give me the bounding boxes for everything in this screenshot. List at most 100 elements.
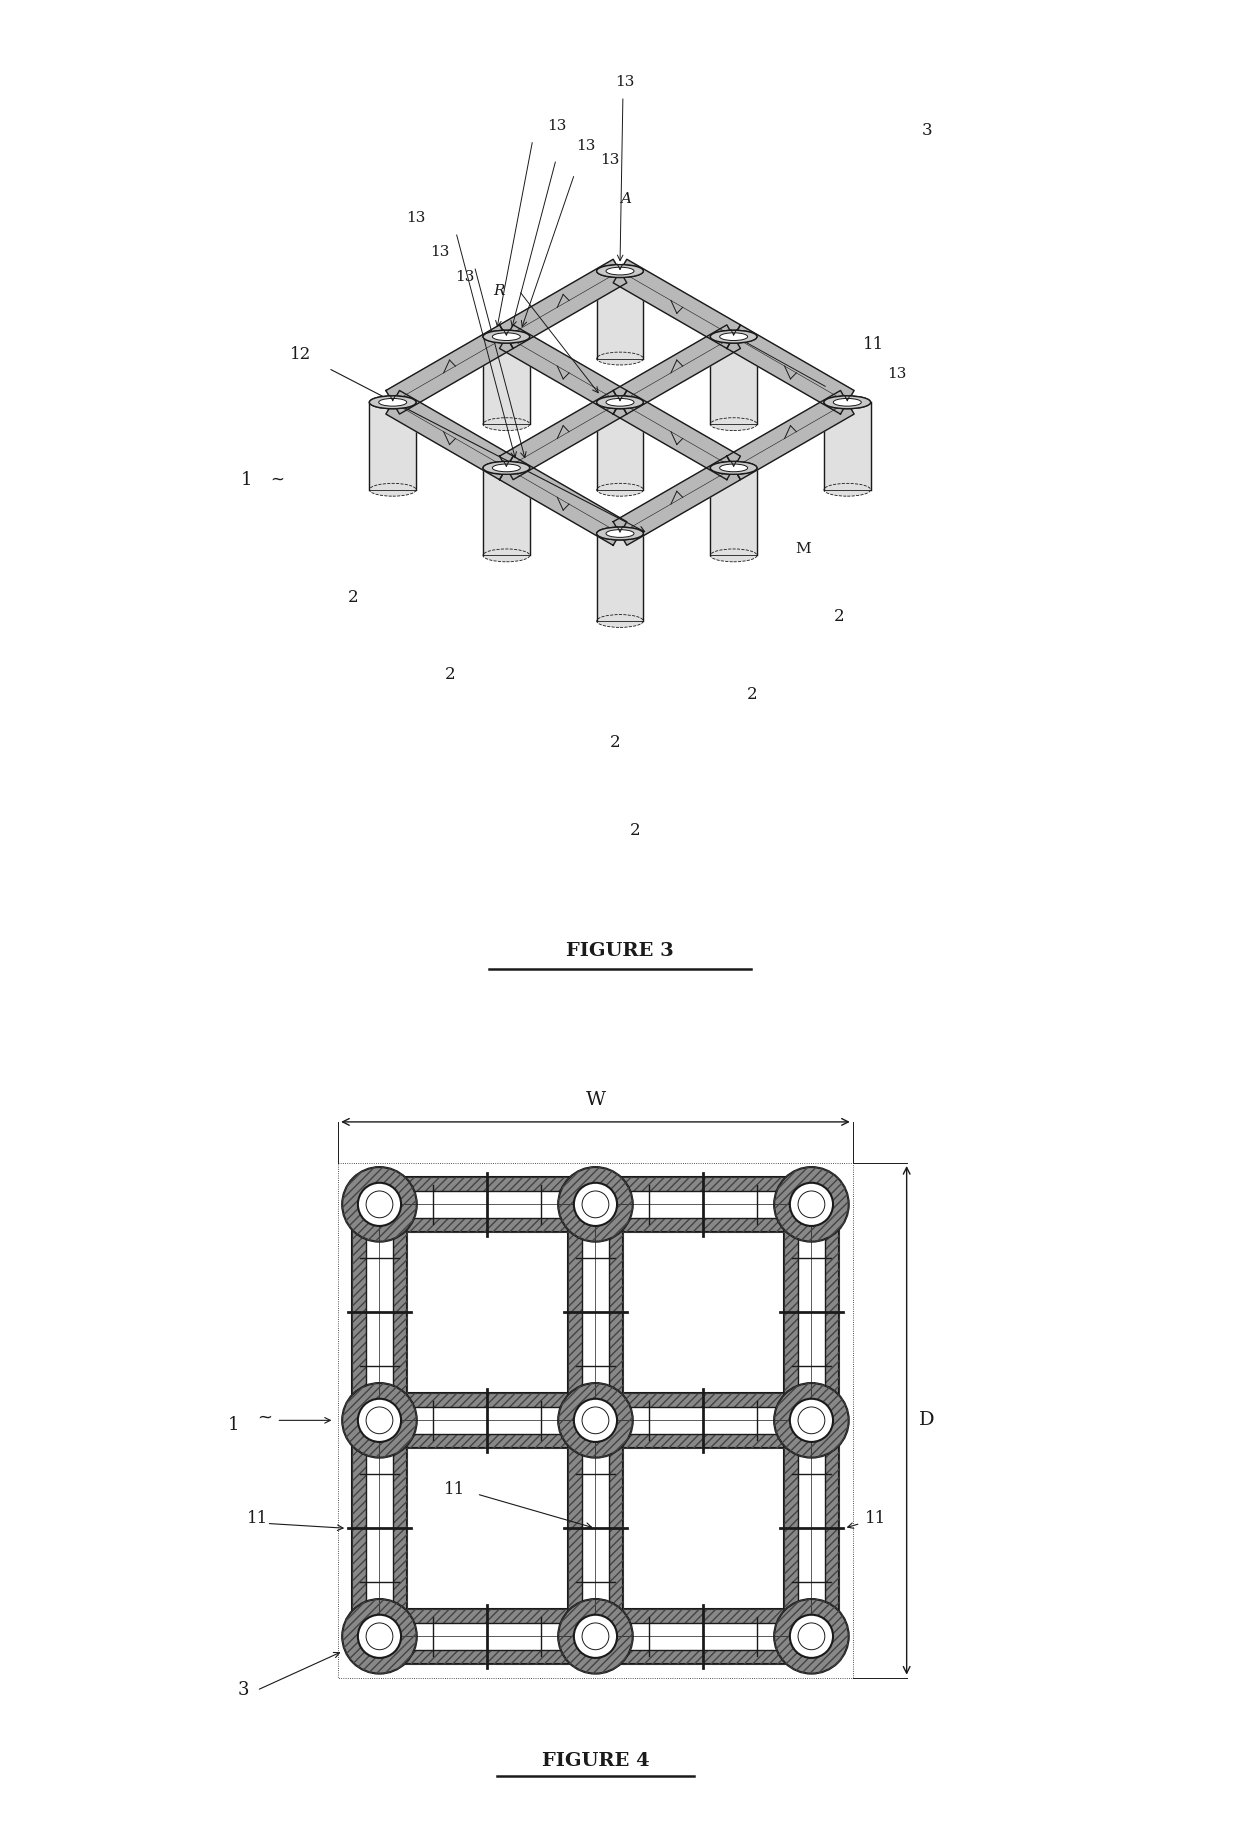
Polygon shape	[797, 1205, 825, 1420]
Ellipse shape	[711, 548, 756, 561]
Polygon shape	[614, 259, 740, 348]
Polygon shape	[614, 325, 740, 414]
Polygon shape	[595, 1190, 811, 1218]
Circle shape	[774, 1383, 848, 1458]
Circle shape	[582, 1407, 609, 1434]
Text: R: R	[494, 284, 505, 299]
Circle shape	[774, 1166, 848, 1242]
Ellipse shape	[484, 330, 529, 343]
Ellipse shape	[596, 396, 644, 409]
Ellipse shape	[596, 526, 644, 539]
Text: ~: ~	[270, 471, 284, 490]
Polygon shape	[352, 1205, 407, 1420]
Ellipse shape	[711, 462, 756, 475]
Ellipse shape	[711, 462, 756, 475]
Polygon shape	[595, 1177, 811, 1232]
Circle shape	[774, 1599, 848, 1674]
Ellipse shape	[719, 332, 748, 341]
Text: 11: 11	[247, 1511, 268, 1528]
Text: A: A	[620, 193, 631, 205]
Text: ~: ~	[257, 1409, 272, 1427]
Ellipse shape	[492, 464, 521, 471]
Ellipse shape	[823, 396, 870, 409]
Polygon shape	[370, 402, 417, 490]
Ellipse shape	[719, 464, 748, 471]
Text: 13: 13	[615, 75, 635, 90]
Ellipse shape	[606, 268, 634, 275]
Polygon shape	[352, 1420, 407, 1636]
Circle shape	[366, 1407, 393, 1434]
Ellipse shape	[719, 332, 748, 341]
Polygon shape	[500, 391, 626, 481]
Circle shape	[582, 1190, 609, 1218]
Ellipse shape	[719, 464, 748, 471]
Polygon shape	[379, 1177, 595, 1232]
Polygon shape	[500, 457, 626, 545]
Ellipse shape	[370, 396, 417, 409]
Text: 13: 13	[430, 246, 450, 259]
Ellipse shape	[484, 462, 529, 475]
Text: 2: 2	[746, 686, 756, 702]
Circle shape	[342, 1166, 417, 1242]
Text: W: W	[585, 1091, 605, 1110]
Circle shape	[790, 1183, 833, 1225]
Text: 11: 11	[863, 336, 884, 352]
Circle shape	[574, 1183, 618, 1225]
Circle shape	[790, 1614, 833, 1658]
Polygon shape	[366, 1205, 393, 1420]
Ellipse shape	[606, 530, 634, 537]
Ellipse shape	[596, 352, 644, 365]
Text: 2: 2	[610, 734, 621, 752]
Polygon shape	[500, 325, 626, 414]
Text: 3: 3	[921, 123, 932, 139]
Polygon shape	[614, 391, 740, 481]
Ellipse shape	[823, 396, 870, 409]
Polygon shape	[366, 1420, 393, 1636]
Polygon shape	[386, 325, 513, 414]
Text: 13: 13	[547, 119, 567, 134]
Circle shape	[558, 1599, 632, 1674]
Ellipse shape	[606, 530, 634, 537]
Text: 2: 2	[630, 822, 640, 838]
Text: 13: 13	[455, 270, 474, 284]
Polygon shape	[379, 1392, 595, 1447]
Ellipse shape	[378, 398, 407, 405]
Text: 13: 13	[577, 139, 595, 152]
Circle shape	[342, 1599, 417, 1674]
Polygon shape	[500, 259, 626, 348]
Ellipse shape	[492, 332, 521, 341]
Polygon shape	[614, 457, 740, 545]
Polygon shape	[823, 402, 870, 490]
Ellipse shape	[606, 268, 634, 275]
Polygon shape	[568, 1420, 622, 1636]
Circle shape	[342, 1383, 417, 1458]
Polygon shape	[596, 271, 644, 359]
Polygon shape	[727, 391, 854, 481]
Ellipse shape	[596, 396, 644, 409]
Text: 2: 2	[833, 609, 844, 625]
Ellipse shape	[606, 398, 634, 405]
Circle shape	[799, 1623, 825, 1651]
Circle shape	[558, 1383, 632, 1458]
Ellipse shape	[596, 264, 644, 277]
Circle shape	[366, 1623, 393, 1651]
Polygon shape	[595, 1623, 811, 1651]
Polygon shape	[386, 391, 513, 481]
Text: 13: 13	[407, 211, 425, 226]
Polygon shape	[484, 337, 529, 424]
Ellipse shape	[596, 614, 644, 627]
Polygon shape	[711, 468, 756, 556]
Text: 2: 2	[348, 589, 358, 605]
Circle shape	[582, 1623, 609, 1651]
Ellipse shape	[606, 398, 634, 405]
Polygon shape	[784, 1205, 839, 1420]
Polygon shape	[582, 1205, 609, 1420]
Polygon shape	[596, 402, 644, 490]
Polygon shape	[379, 1407, 595, 1434]
Text: FIGURE 3: FIGURE 3	[567, 943, 673, 961]
Circle shape	[366, 1190, 393, 1218]
Text: 11: 11	[444, 1482, 465, 1498]
Circle shape	[574, 1614, 618, 1658]
Text: D: D	[919, 1412, 934, 1429]
Ellipse shape	[492, 464, 521, 471]
